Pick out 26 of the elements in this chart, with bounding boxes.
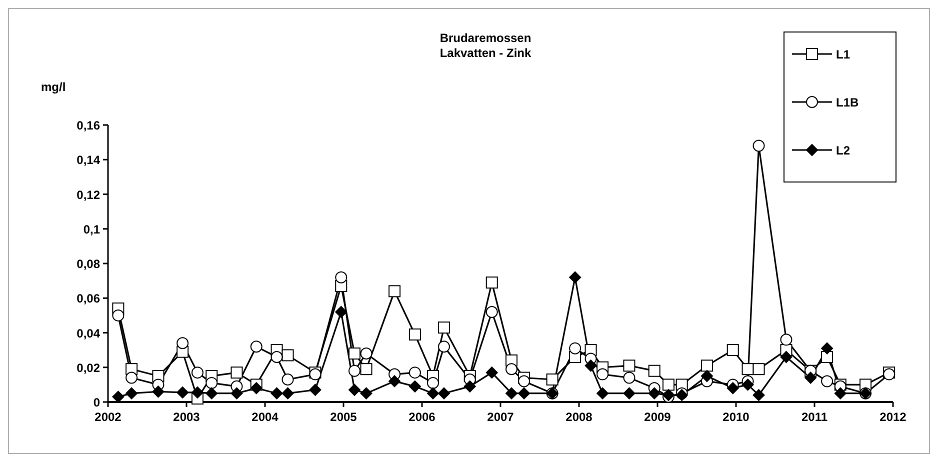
chart-subtitle: Lakvatten - Zink — [440, 46, 532, 60]
y-tick-label: 0,04 — [76, 326, 100, 340]
y-tick-label: 0,02 — [76, 360, 100, 375]
x-tick-label: 2004 — [252, 410, 279, 424]
chart-title: Brudaremossen — [440, 31, 532, 45]
x-tick-label: 2005 — [330, 410, 358, 424]
x-tick-label: 2011 — [801, 410, 828, 424]
y-axis-title: mg/l — [41, 80, 66, 94]
y-tick-label: 0,06 — [76, 292, 100, 306]
legend-label: L1B — [836, 96, 860, 110]
x-tick-label: 2003 — [173, 410, 200, 424]
y-tick-label: 0,16 — [76, 118, 100, 132]
y-tick-label: 0,08 — [76, 257, 100, 271]
legend-label: L2 — [836, 144, 850, 158]
x-tick-label: 2008 — [566, 410, 593, 424]
x-tick-label: 2012 — [880, 410, 907, 424]
y-tick-label: 0,14 — [76, 153, 100, 168]
legend-label: L1 — [836, 48, 850, 62]
y-tick-label: 0 — [93, 396, 100, 410]
x-tick-label: 2007 — [487, 410, 514, 424]
x-tick-label: 2006 — [408, 410, 436, 424]
x-tick-label: 2002 — [94, 410, 122, 424]
y-tick-label: 0,1 — [83, 222, 100, 236]
x-tick-label: 2010 — [722, 410, 750, 424]
y-tick-label: 0,12 — [76, 188, 100, 202]
x-tick-label: 2009 — [644, 410, 672, 424]
